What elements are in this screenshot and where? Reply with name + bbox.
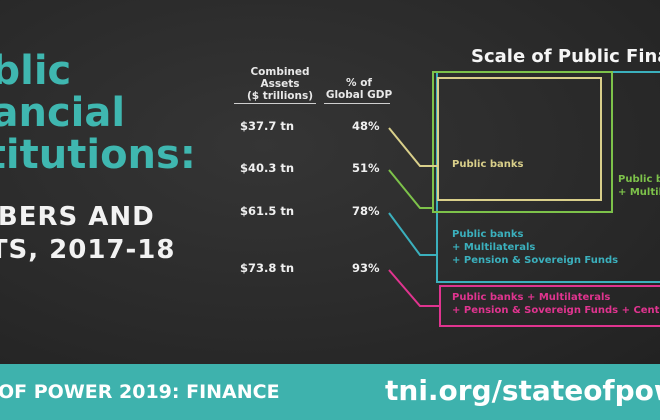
page-title: ublic nancial stitutions: [0, 48, 196, 178]
scale-box-2 [432, 71, 613, 213]
scale-box-label-2: Public ba + Multila [618, 174, 660, 198]
scale-box-label-4: Public banks + Multilaterals + Pension &… [452, 292, 660, 316]
footer-link[interactable]: tni.org/stateofpower [385, 374, 660, 407]
column-header-assets: Combined Assets ($ trillions) [246, 66, 314, 102]
assets-value-1: $37.7 tn [240, 119, 295, 133]
connector-line-3 [388, 212, 437, 256]
chalkboard-panel: ublic nancial stitutions: MBERS AND ETS,… [0, 0, 660, 364]
assets-value-4: $73.8 tn [240, 261, 295, 275]
assets-value-2: $40.3 tn [240, 161, 295, 175]
gdp-value-1: 48% [352, 119, 380, 133]
gdp-value-2: 51% [352, 161, 380, 175]
connector-line-1 [388, 127, 438, 167]
scale-box-label-3: Public banks + Multilaterals + Pension &… [452, 229, 619, 266]
scale-box-1 [437, 77, 602, 201]
connector-line-4 [388, 269, 440, 307]
page-subtitle: MBERS AND ETS, 2017-18 [0, 202, 176, 265]
scale-chart-svg [388, 71, 660, 327]
chart-title: Scale of Public Fina [471, 46, 660, 67]
connector-line-2 [388, 169, 433, 209]
column-header-gdp: % of Global GDP [325, 77, 393, 101]
footer-report-title: OF POWER 2019: FINANCE [0, 381, 280, 403]
gdp-value-4: 93% [352, 261, 380, 275]
assets-value-3: $61.5 tn [240, 204, 295, 218]
footer-bar: OF POWER 2019: FINANCE tni.org/stateofpo… [0, 364, 660, 420]
gdp-value-3: 78% [352, 204, 380, 218]
column-header-gdp-underline [324, 103, 390, 104]
column-header-assets-underline [234, 103, 316, 104]
scale-box-label-1: Public banks [452, 159, 524, 170]
